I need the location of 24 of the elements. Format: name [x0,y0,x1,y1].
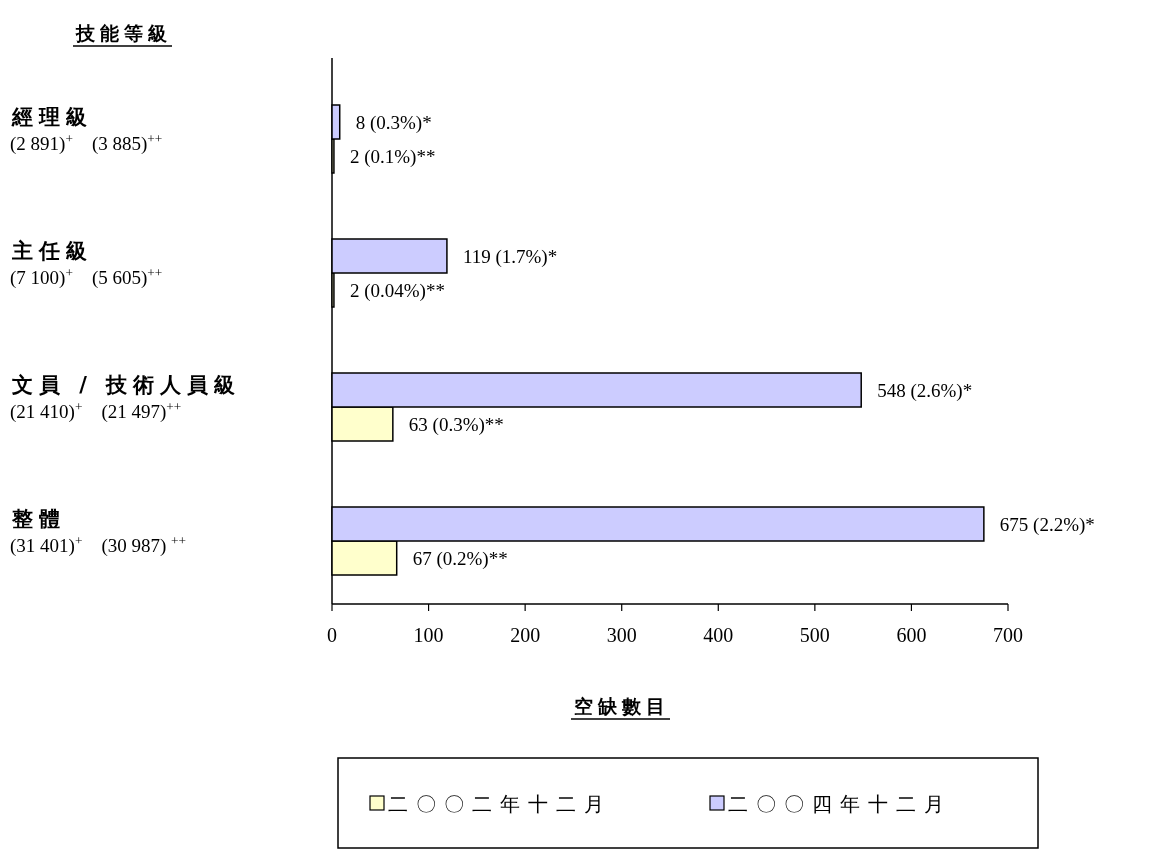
legend-label: 二〇〇二年十二月 [388,792,612,816]
x-tick-label: 500 [799,624,830,646]
data-label: 2 (0.04%)** [349,280,445,302]
data-label: 8 (0.3%)* [355,112,432,134]
legend-label: 二〇〇四年十二月 [728,792,952,816]
x-tick-label: 700 [993,624,1023,646]
x-tick-label: 300 [606,624,637,646]
x-tick-label: 600 [896,624,927,646]
data-label: 67 (0.2%)** [412,548,508,570]
category-label: 經理級 (2 891)$^{+}$ (3 885)$^{++}$ [10,105,163,155]
x-tick-label: 200 [510,624,541,646]
category-label: 文員 / 技術人員級 (21 410)$^{+}$ (21 497)$^{++}$ [10,373,242,423]
x-axis-title: 空缺數目 [574,695,670,717]
category-label: 主任級 (7 100)$^{+}$ (5 605)$^{++}$ [10,239,163,289]
data-label: 119 (1.7%)* [462,246,558,268]
text: 技能等級 [75,22,172,44]
data-label: 2 (0.1%)** [349,146,436,168]
x-tick-label: 0 [327,624,337,646]
data-label: 675 (2.2%)* [999,514,1095,536]
category-label: 整體 (31 401)$^{+}$ (30 987) $^{++}$ [10,507,187,557]
x-tick-label: 400 [703,624,734,646]
data-label: 63 (0.3%)** [408,414,504,436]
data-label: 548 (2.6%)* [877,380,973,402]
x-tick-label: 100 [413,624,444,646]
